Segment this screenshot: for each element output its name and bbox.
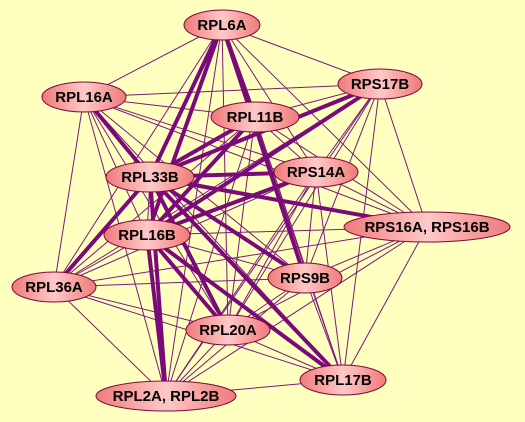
- edge: [342, 226, 428, 381]
- node: [41, 81, 127, 113]
- edge: [165, 83, 381, 397]
- node-label: RPS14A: [287, 164, 346, 181]
- edge: [227, 83, 381, 331]
- node: [337, 68, 423, 100]
- strong-edge: [52, 175, 152, 289]
- node-label: RPS16A, RPS16B: [364, 219, 489, 236]
- edge: [221, 24, 317, 173]
- edge: [254, 116, 344, 381]
- node-label: RPL2A, RPL2B: [113, 388, 220, 405]
- node: [103, 219, 191, 251]
- node-label: RPL16A: [55, 89, 113, 106]
- edge: [83, 96, 317, 173]
- node: [299, 364, 387, 396]
- node: [11, 271, 97, 303]
- edge: [83, 96, 428, 228]
- strong-edge: [148, 24, 224, 178]
- edge: [227, 116, 256, 331]
- node: [105, 161, 195, 193]
- edge: [53, 116, 256, 288]
- node: [343, 211, 511, 243]
- strong-edge: [148, 176, 230, 331]
- node-label: RPL17B: [314, 372, 372, 389]
- edge: [165, 226, 428, 397]
- edge: [221, 24, 428, 228]
- node: [95, 380, 237, 412]
- node: [210, 101, 300, 133]
- edge: [379, 83, 428, 228]
- node-label: RPL33B: [121, 169, 179, 186]
- node-label: RPS9B: [280, 270, 330, 287]
- node-label: RPS17B: [351, 76, 410, 93]
- edge: [221, 24, 229, 331]
- edge: [304, 171, 317, 279]
- node-label: RPL16B: [118, 227, 176, 244]
- edge: [83, 96, 306, 279]
- edge: [165, 116, 256, 397]
- strong-edge: [145, 115, 257, 237]
- edge: [304, 277, 344, 381]
- nodes: RPL6A RPS17B RPL16A RPL11B RPL33B RPS14A RPS16…: [11, 9, 511, 412]
- edge: [53, 286, 167, 397]
- node-label: RPL36A: [25, 279, 83, 296]
- node-label: RPL20A: [199, 322, 257, 339]
- edge: [165, 171, 317, 397]
- edge: [83, 96, 148, 236]
- strong-edge: [148, 176, 168, 397]
- strong-edge: [220, 24, 307, 279]
- node: [185, 314, 271, 346]
- node-label: RPL6A: [197, 17, 246, 34]
- strong-edge: [145, 233, 230, 332]
- edge: [53, 96, 85, 288]
- strong-edge: [145, 233, 345, 382]
- edge: [83, 83, 381, 98]
- strong-edge: [148, 175, 307, 280]
- node: [267, 262, 343, 294]
- node: [273, 156, 359, 188]
- edge: [165, 24, 223, 397]
- node: [183, 9, 261, 41]
- strong-edge: [145, 82, 382, 237]
- node-label: RPL11B: [227, 109, 284, 126]
